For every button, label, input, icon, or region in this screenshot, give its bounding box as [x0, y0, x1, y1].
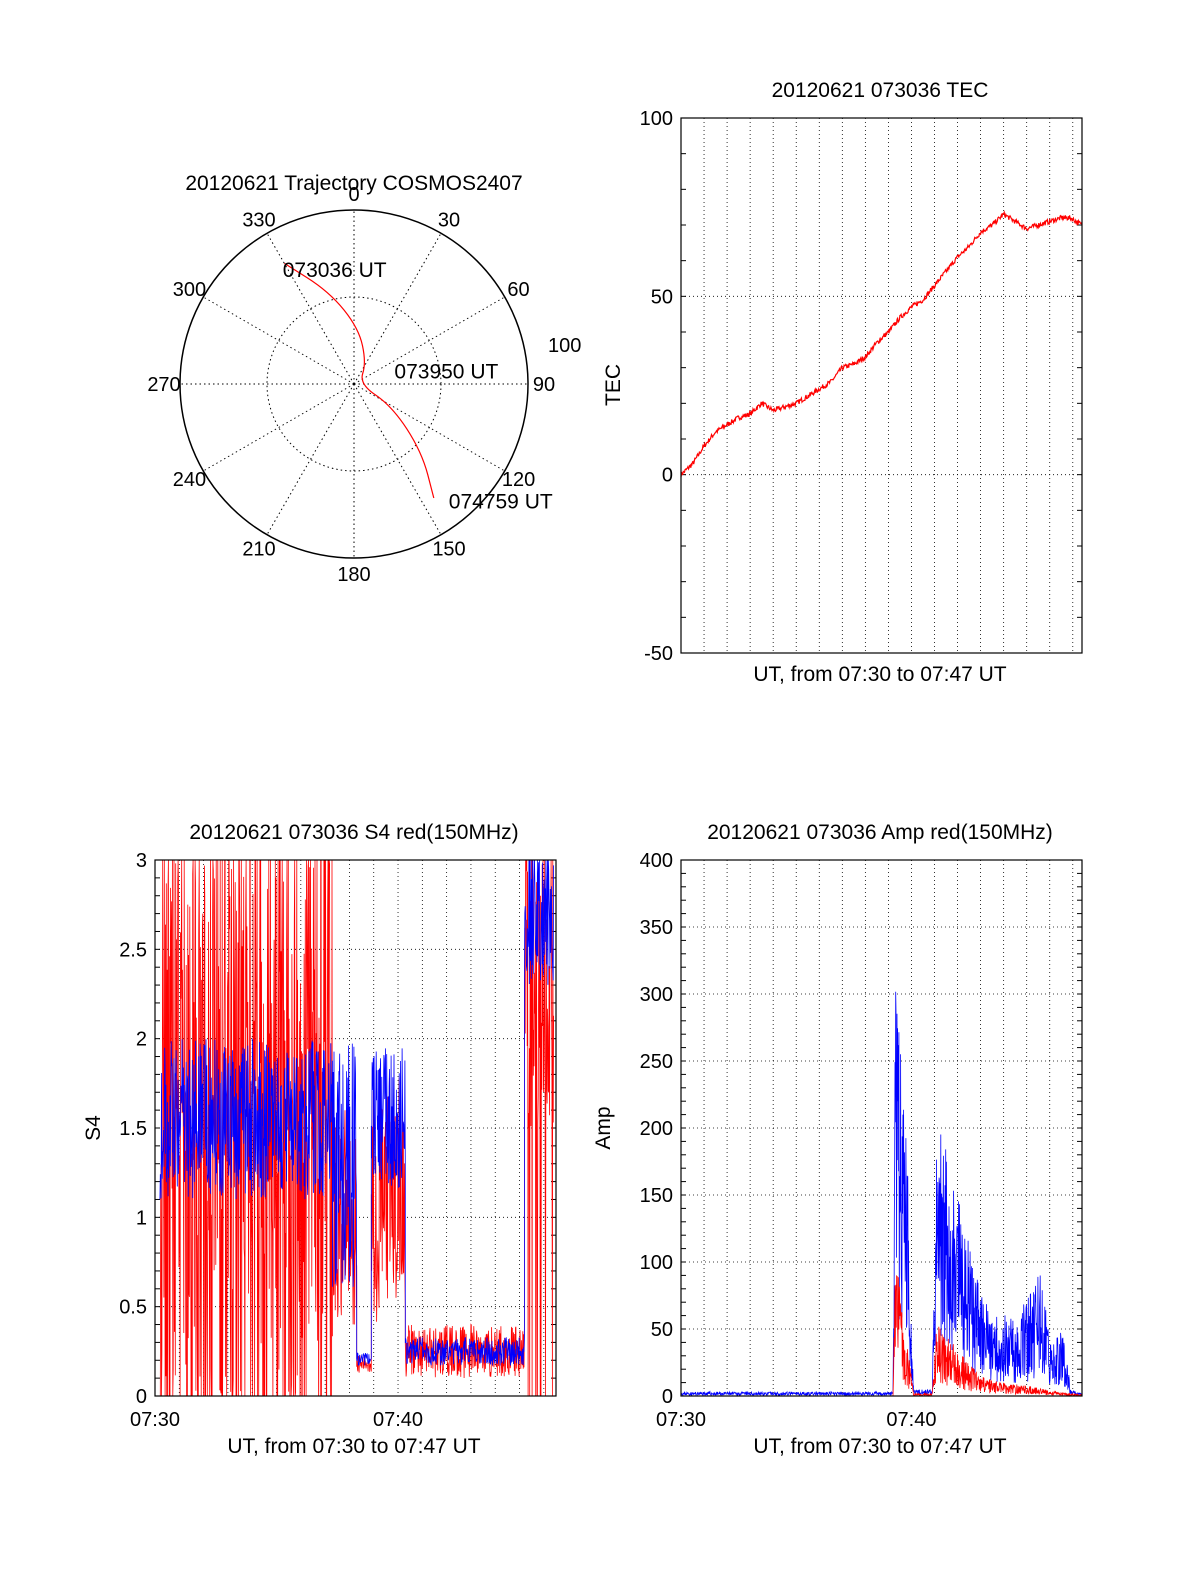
amp-xlabel: UT, from 07:30 to 07:47 UT	[753, 1435, 1006, 1458]
polar-spoke	[203, 296, 355, 385]
polar-spoke	[203, 383, 355, 472]
y-tick-label: 350	[640, 917, 673, 939]
s4-plot-frame	[154, 859, 557, 1397]
polar-angle-label: 210	[242, 539, 275, 561]
polar-angle-label: 330	[242, 209, 275, 231]
polar-spoke	[353, 383, 442, 535]
polar-angle-label: 30	[438, 209, 460, 231]
tec-ylabel: TEC	[602, 364, 625, 406]
polar-angle-label: 0	[348, 184, 359, 206]
amp-blue-series	[680, 991, 1083, 1397]
polar-angle-label: 270	[147, 374, 180, 396]
y-tick-label: -50	[644, 643, 673, 665]
tec-xlabel: UT, from 07:30 to 07:47 UT	[753, 663, 1006, 686]
polar-annotation: 074759 UT	[449, 490, 553, 513]
polar-spoke	[353, 383, 505, 472]
y-tick-label: 1	[136, 1207, 147, 1229]
s4-panel: 20120621 073036 S4 red(150MHz) 0 0.5 1 1.5 2…	[82, 821, 557, 1458]
y-tick-label: 250	[640, 1051, 673, 1073]
polar-angle-labels: 0 30 60 90 120 150 180 210 240 270 300 330	[147, 184, 555, 586]
amp-red-series	[681, 1275, 1083, 1397]
tec-grid	[681, 118, 1082, 653]
polar-annotations: 073036 UT 073950 UT 074759 UT	[283, 259, 553, 514]
s4-title: 20120621 073036 S4 red(150MHz)	[189, 821, 518, 844]
y-tick-label: 300	[640, 984, 673, 1006]
polar-angle-label: 240	[173, 469, 206, 491]
amp-grid	[681, 860, 1082, 1396]
x-tick-label: 07:40	[886, 1409, 936, 1431]
tec-series-line	[680, 210, 1083, 478]
polar-spoke	[353, 233, 442, 385]
tec-plot-frame	[680, 117, 1083, 654]
polar-title: 20120621 Trajectory COSMOS2407	[185, 172, 522, 195]
polar-annotation: 073036 UT	[283, 259, 387, 282]
y-tick-label: 2.5	[119, 939, 147, 961]
polar-outer-circle	[179, 209, 529, 559]
polar-annotation: 073950 UT	[394, 360, 498, 383]
y-tick-label: 400	[640, 850, 673, 872]
y-tick-label: 1.5	[119, 1118, 147, 1140]
amp-panel: 20120621 073036 Amp red(150MHz) 0 50 100 15…	[592, 821, 1083, 1458]
y-tick-label: 0	[136, 1386, 147, 1408]
tec-ticks: -50 0 50 100	[640, 108, 1082, 665]
tec-panel: 20120621 073036 TEC -50 0 50 100 UT, from 0…	[602, 79, 1083, 686]
polar-angle-label: 300	[173, 279, 206, 301]
y-tick-label: 0.5	[119, 1297, 147, 1319]
polar-grid	[179, 209, 529, 559]
polar-angle-label: 180	[337, 564, 370, 586]
tec-title: 20120621 073036 TEC	[772, 79, 989, 102]
y-tick-label: 3	[136, 850, 147, 872]
polar-trajectory-panel: 20120621 Trajectory COSMOS2407 0 30 60 90 12…	[147, 172, 581, 586]
x-tick-label: 07:30	[130, 1409, 180, 1431]
amp-title: 20120621 073036 Amp red(150MHz)	[707, 821, 1053, 844]
polar-trajectory-line	[284, 262, 435, 499]
s4-xlabel: UT, from 07:30 to 07:47 UT	[227, 1435, 480, 1458]
polar-spoke	[353, 296, 505, 385]
polar-angle-label: 150	[432, 539, 465, 561]
amp-ylabel: Amp	[592, 1106, 615, 1149]
y-tick-label: 150	[640, 1185, 673, 1207]
polar-angle-label: 90	[533, 374, 555, 396]
y-tick-label: 200	[640, 1118, 673, 1140]
polar-angle-label: 120	[502, 469, 535, 491]
x-tick-label: 07:30	[656, 1409, 706, 1431]
y-tick-label: 50	[651, 1319, 673, 1341]
x-tick-label: 07:40	[373, 1409, 423, 1431]
polar-spoke	[266, 233, 355, 385]
y-tick-label: 0	[662, 1386, 673, 1408]
polar-spoke	[266, 383, 355, 535]
y-tick-label: 100	[640, 108, 673, 130]
y-tick-label: 50	[651, 286, 673, 308]
amp-plot-frame	[680, 859, 1083, 1397]
y-tick-label: 0	[662, 465, 673, 487]
s4-ylabel: S4	[82, 1115, 105, 1141]
polar-radial-label: 100	[548, 335, 581, 357]
polar-angle-label: 60	[507, 279, 529, 301]
y-tick-label: 100	[640, 1252, 673, 1274]
y-tick-label: 2	[136, 1029, 147, 1051]
s4-blue-series	[159, 859, 554, 1366]
amp-ticks: 0 50 100 150 200 250 300 350 400 07:30 07:40	[640, 850, 1082, 1431]
